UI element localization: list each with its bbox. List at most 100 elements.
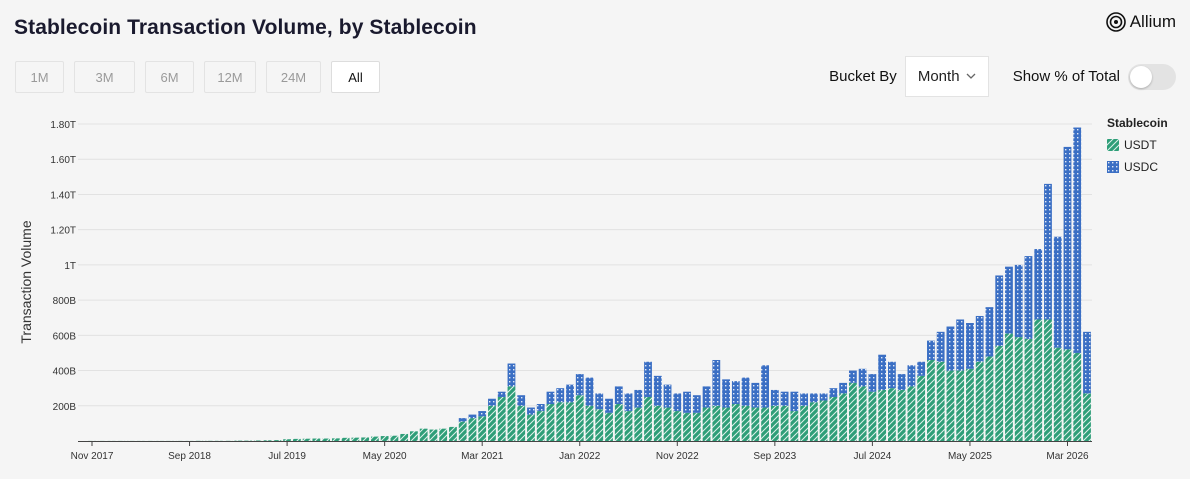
- bar-usdt: [575, 395, 584, 441]
- bar-usdt: [400, 433, 409, 441]
- bars: [88, 127, 1091, 441]
- bar-usdt: [273, 440, 282, 441]
- bar-usdc: [741, 377, 750, 406]
- bar-usdt: [624, 411, 633, 441]
- bar-usdc: [722, 379, 730, 408]
- range-button-3m[interactable]: 3M: [74, 61, 135, 93]
- bar-usdt: [449, 426, 457, 441]
- bar-usdt: [770, 405, 779, 441]
- y-tick-label: 200B: [53, 402, 77, 413]
- bar-usdc: [605, 398, 613, 413]
- bar-usdc: [1024, 256, 1033, 339]
- bar-usdc: [614, 386, 623, 405]
- bar-usdt: [819, 400, 828, 441]
- bar-usdc: [888, 361, 896, 389]
- bar-usdc: [770, 389, 779, 406]
- chevron-down-icon: [966, 73, 976, 79]
- bar-usdt: [741, 405, 750, 441]
- bar-usdt: [702, 407, 711, 441]
- range-button-12m[interactable]: 12M: [204, 61, 256, 93]
- bar-usdt: [458, 421, 467, 441]
- range-buttons: 1M 3M 6M 12M 24M All: [15, 61, 380, 93]
- bar-usdt: [322, 438, 331, 441]
- legend-item-usdt[interactable]: USDT: [1107, 138, 1168, 152]
- allium-logo-icon: [1105, 12, 1126, 32]
- bar-usdc: [927, 340, 935, 360]
- legend-label-usdt: USDT: [1124, 138, 1157, 152]
- legend-title: Stablecoin: [1107, 116, 1168, 130]
- bar-usdc: [683, 391, 691, 413]
- bar-usdc: [702, 386, 711, 408]
- bar-usdt: [673, 411, 682, 441]
- bar-usdt: [527, 414, 535, 441]
- range-button-6m[interactable]: 6M: [145, 61, 194, 93]
- bar-usdc: [839, 382, 848, 394]
- legend-swatch-usdt: [1107, 139, 1119, 151]
- bar-usdc: [692, 395, 701, 413]
- y-tick-label: 1.80T: [50, 120, 76, 131]
- bar-usdc: [585, 377, 594, 406]
- bucket-by-label: Bucket By: [829, 68, 897, 85]
- range-button-24m[interactable]: 24M: [266, 61, 321, 93]
- bar-usdt: [761, 407, 769, 441]
- bar-usdt: [868, 391, 877, 441]
- bar-usdt: [878, 389, 887, 441]
- bar-usdc: [800, 393, 809, 406]
- bar-usdc: [488, 398, 496, 406]
- range-button-1m[interactable]: 1M: [15, 61, 64, 93]
- bar-usdt: [683, 412, 691, 441]
- bar-usdc: [1083, 331, 1091, 394]
- bar-usdc: [917, 361, 926, 376]
- bar-usdt: [390, 435, 399, 441]
- brand-name: Allium: [1129, 12, 1176, 31]
- bar-usdt: [653, 405, 662, 441]
- bar-usdt: [1034, 319, 1043, 441]
- y-tick-label: 1.60T: [50, 155, 76, 166]
- show-percent-label: Show % of Total: [1012, 68, 1120, 85]
- x-tick-label: Nov 2022: [656, 451, 699, 462]
- bar-usdt: [380, 436, 389, 441]
- bar-usdt: [253, 440, 262, 441]
- bucket-by-select[interactable]: Month: [904, 56, 989, 97]
- y-tick-label: 400B: [53, 367, 77, 378]
- bar-usdt: [566, 402, 574, 441]
- y-tick-label: 1T: [64, 261, 76, 272]
- bar-usdc: [653, 375, 662, 406]
- bar-usdt: [1073, 352, 1082, 441]
- axes: 200B 400B 600B 800B 1T 1.20T 1.40T 1.60T 1.80T No…: [50, 120, 1092, 462]
- bar-usdt: [1024, 338, 1033, 441]
- bar-usdt: [419, 428, 428, 441]
- bar-usdc: [731, 381, 740, 405]
- show-percent-toggle[interactable]: [1128, 63, 1176, 90]
- bar-usdt: [585, 405, 594, 441]
- bar-usdc: [1063, 146, 1072, 350]
- bar-usdc: [556, 388, 565, 403]
- bar-usdt: [341, 437, 350, 441]
- bar-usdc: [624, 393, 633, 412]
- bar-usdt: [927, 359, 935, 441]
- bar-usdt: [1005, 333, 1013, 441]
- bar-usdc: [858, 368, 867, 387]
- bar-usdc: [595, 393, 604, 410]
- x-tick-label: Sep 2023: [753, 451, 796, 462]
- legend-item-usdc[interactable]: USDC: [1107, 160, 1168, 174]
- bar-usdt: [497, 396, 506, 441]
- brand-logo: Allium: [1105, 12, 1176, 32]
- bar-usdt: [692, 412, 701, 441]
- bar-usdt: [751, 407, 760, 441]
- bar-usdc: [663, 384, 672, 408]
- x-tick-label: Mar 2026: [1046, 451, 1089, 462]
- bar-usdc: [517, 395, 526, 406]
- range-button-all[interactable]: All: [331, 61, 380, 93]
- bar-usdc: [1034, 249, 1043, 320]
- bar-usdt: [897, 389, 906, 441]
- bar-usdc: [673, 393, 682, 412]
- bar-usdt: [595, 409, 604, 441]
- bucket-by-value: Month: [917, 68, 960, 85]
- y-tick-label: 1.40T: [50, 190, 76, 201]
- bar-usdt: [283, 439, 291, 441]
- bar-usdt: [731, 404, 740, 441]
- x-tick-label: Jul 2024: [853, 451, 891, 462]
- bar-usdc: [985, 307, 994, 357]
- bar-usdt: [848, 382, 857, 441]
